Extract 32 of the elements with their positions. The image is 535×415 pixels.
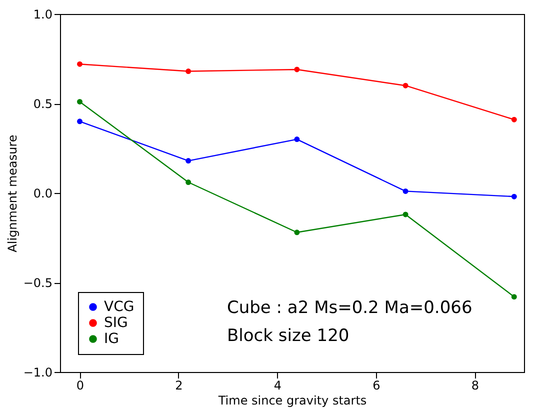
legend-label: IG: [104, 331, 119, 347]
point: [77, 98, 82, 104]
point: [294, 66, 300, 72]
point: [186, 158, 192, 164]
point: [511, 194, 517, 200]
legend-label: VCG: [104, 299, 134, 315]
x-axis-title: Time since gravity starts: [217, 394, 367, 408]
point: [186, 180, 192, 185]
point: [511, 294, 517, 300]
y-tick-label: −1.0: [23, 366, 52, 380]
y-tick-label: 0.0: [33, 186, 52, 200]
y-tick-label: −0.5: [23, 276, 52, 290]
y-tick-label: 1.0: [33, 8, 52, 22]
x-tick-label: 2: [175, 378, 183, 392]
x-tick-label: 0: [76, 378, 84, 392]
y-tick-label: 0.5: [33, 97, 52, 111]
legend-label: SIG: [104, 315, 128, 331]
point: [294, 230, 300, 236]
point: [294, 136, 300, 142]
point: [402, 82, 408, 88]
point: [511, 116, 517, 122]
annotation: Block size 120: [227, 326, 350, 346]
annotation: Cube : a2 Ms=0.2 Ma=0.066: [227, 298, 472, 318]
x-tick-label: 6: [372, 378, 380, 392]
point: [402, 212, 408, 218]
point: [77, 61, 82, 67]
point: [77, 118, 82, 124]
point: [186, 68, 192, 74]
x-tick-label: 8: [471, 378, 479, 392]
x-tick-label: 4: [274, 378, 282, 392]
y-axis-title: Alignment measure: [5, 134, 20, 252]
point: [402, 188, 408, 194]
